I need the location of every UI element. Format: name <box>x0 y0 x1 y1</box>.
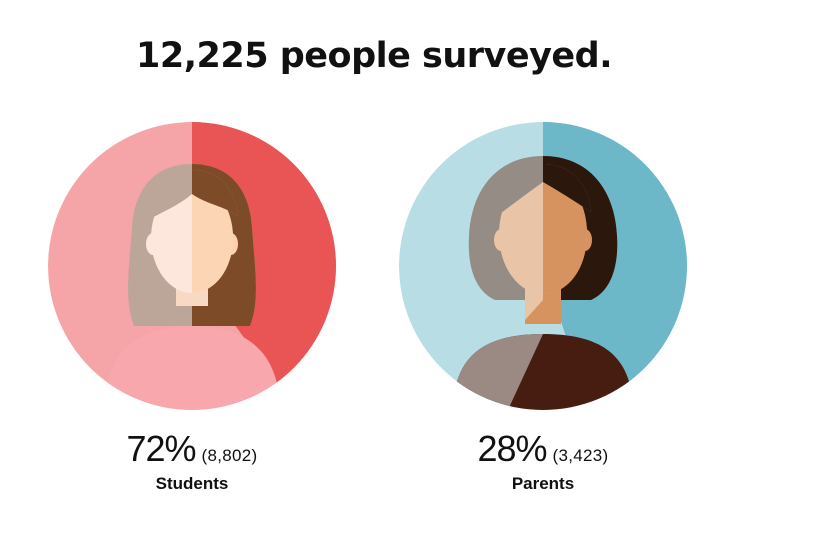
students-label: Students <box>155 474 229 493</box>
students-stat: 72% (8,802) <box>46 428 338 470</box>
chart-title: 12,225 people surveyed. <box>135 36 613 76</box>
students-percent: 72% <box>126 428 196 469</box>
parents-pie <box>397 120 689 412</box>
parents-label: Parents <box>511 474 575 493</box>
students-shirt-icon <box>104 326 280 410</box>
parents-stat: 28% (3,423) <box>397 428 689 470</box>
students-pie <box>46 120 338 412</box>
students-count: (8,802) <box>201 446 258 465</box>
parents-percent: 28% <box>477 428 547 469</box>
parents-count: (3,423) <box>552 446 609 465</box>
